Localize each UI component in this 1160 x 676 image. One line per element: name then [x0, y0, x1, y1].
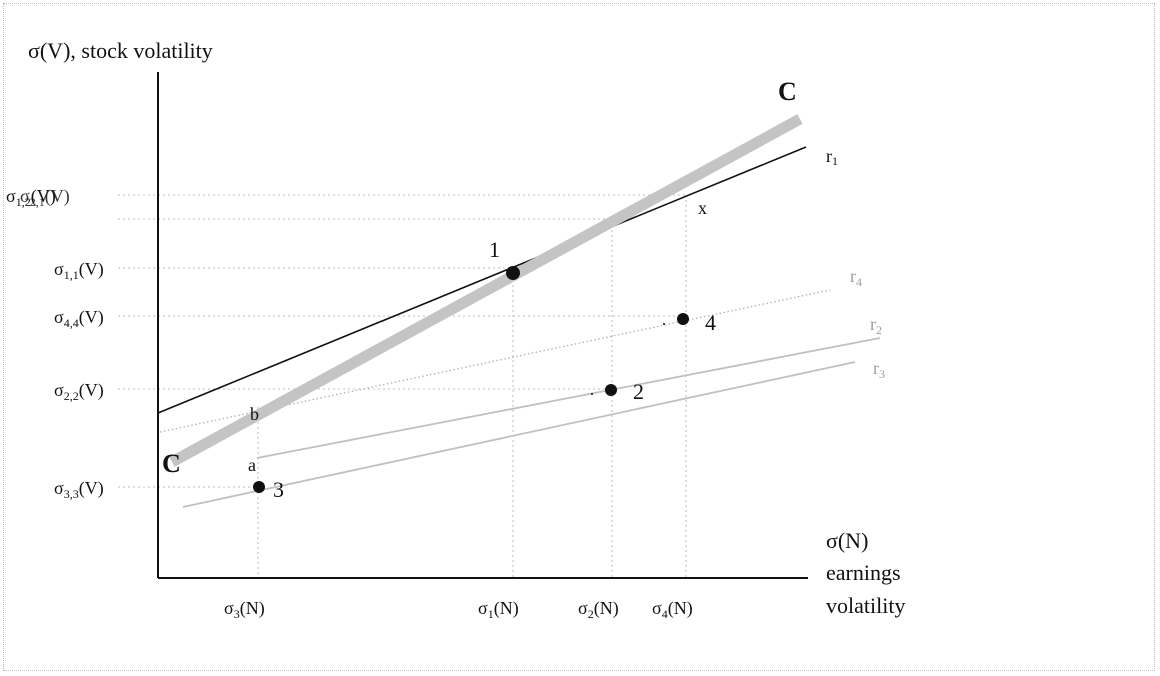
y-tick-sigma-1-1: σ1,1(V): [54, 259, 104, 282]
point-2-speck: [591, 393, 593, 395]
label-r2: r2: [870, 314, 882, 337]
label-c-end: C: [778, 77, 797, 106]
point-2-dot: [605, 384, 617, 396]
line-c-c: [169, 114, 803, 467]
label-b: b: [250, 404, 259, 424]
y-axis-title: σ(V), stock volatility: [28, 38, 213, 63]
label-a: a: [248, 455, 256, 475]
line-r3: [182, 361, 856, 508]
label-x: x: [698, 198, 707, 218]
label-c-start: C: [162, 449, 181, 478]
point-1-dot: [506, 266, 520, 280]
y-tick-sigma-3-3: σ3,3(V): [54, 478, 104, 501]
line-r2: [256, 337, 881, 459]
y-tick-sigma-4-4: σ4,4(V): [54, 307, 104, 330]
x-axis-title-line-1: σ(N): [826, 528, 868, 553]
label-point-3: 3: [273, 477, 284, 502]
y-tick-sigma-2-2: σ2,2(V): [54, 380, 104, 403]
x-axis-title-line-3: volatility: [826, 593, 905, 618]
x-tick-sigma-3: σ3(N): [224, 598, 265, 621]
point-4-speck: [663, 323, 665, 325]
diagram-frame: [3, 3, 1155, 671]
label-point-2: 2: [633, 379, 644, 404]
x-tick-sigma-1: σ1(N): [478, 598, 519, 621]
point-3-dot: [253, 481, 265, 493]
label-r4: r4: [850, 266, 862, 289]
y-tick-sigma-1-2: σ1,2(V): [6, 186, 56, 209]
x-tick-sigma-2: σ2(N): [578, 598, 619, 621]
label-r1: r1: [826, 146, 838, 168]
line-r1: [157, 146, 807, 414]
label-point-1: 1: [489, 237, 500, 262]
point-4-dot: [677, 313, 689, 325]
label-point-4: 4: [705, 310, 716, 335]
x-axis-title-line-2: earnings: [826, 560, 901, 585]
label-r3: r3: [873, 358, 885, 381]
y-tick-sigma-2-1: σ2,1(V): [20, 186, 70, 209]
x-tick-sigma-4: σ4(N): [652, 598, 693, 621]
